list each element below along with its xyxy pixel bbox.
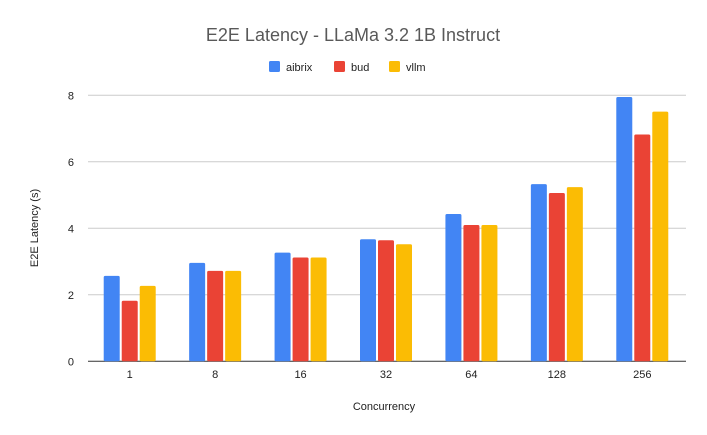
legend-swatch-aibrix: [269, 61, 280, 72]
x-tick-label: 256: [633, 369, 651, 381]
legend-swatch-bud: [334, 61, 345, 72]
bar-bud-1: [121, 300, 138, 362]
x-tick-label: 1: [127, 369, 133, 381]
bar-bud-8: [207, 270, 224, 362]
legend-label-bud: bud: [351, 62, 369, 74]
bar-vllm-128: [566, 187, 583, 362]
legend-label-vllm: vllm: [406, 62, 426, 74]
y-tick-label: 8: [68, 90, 74, 102]
gridlines: 0 2 4 6 8: [68, 90, 686, 368]
bar-vllm-1: [139, 285, 156, 362]
bar-vllm-32: [396, 244, 412, 362]
x-tick-label: 16: [294, 369, 306, 381]
bar-vllm-8: [225, 270, 242, 362]
bar-vllm-256: [652, 111, 669, 362]
x-tick-label: 128: [548, 369, 566, 381]
bar-bud-128: [548, 193, 565, 362]
legend: aibrix bud vllm: [269, 61, 426, 74]
bar-aibrix-256: [616, 96, 633, 362]
x-axis-label: Concurrency: [353, 401, 416, 413]
legend-swatch-vllm: [389, 61, 400, 72]
bar-aibrix-16: [274, 252, 291, 362]
bar-aibrix-1: [103, 275, 120, 362]
bar-bud-16: [292, 257, 309, 362]
bar-bud-64: [463, 224, 480, 362]
x-axis-ticks: 1 8 16 32 64 128 256: [127, 369, 652, 381]
x-tick-label: 8: [212, 369, 218, 381]
bars: [103, 96, 669, 362]
x-tick-label: 64: [465, 369, 477, 381]
y-axis-label: E2E Latency (s): [29, 189, 41, 267]
legend-label-aibrix: aibrix: [286, 62, 313, 74]
y-tick-label: 4: [68, 223, 74, 235]
bar-aibrix-128: [530, 184, 547, 362]
bar-bud-32: [378, 240, 394, 362]
bar-aibrix-32: [360, 239, 376, 362]
y-tick-label: 6: [68, 157, 74, 169]
bar-vllm-16: [310, 257, 327, 362]
chart-title: E2E Latency - LLaMa 3.2 1B Instruct: [206, 25, 500, 45]
x-tick-label: 32: [380, 369, 392, 381]
bar-aibrix-8: [189, 262, 206, 362]
bar-aibrix-64: [445, 214, 462, 362]
bar-vllm-64: [481, 224, 498, 362]
y-tick-label: 2: [68, 290, 74, 302]
bar-bud-256: [634, 134, 651, 362]
y-tick-label: 0: [68, 356, 74, 368]
